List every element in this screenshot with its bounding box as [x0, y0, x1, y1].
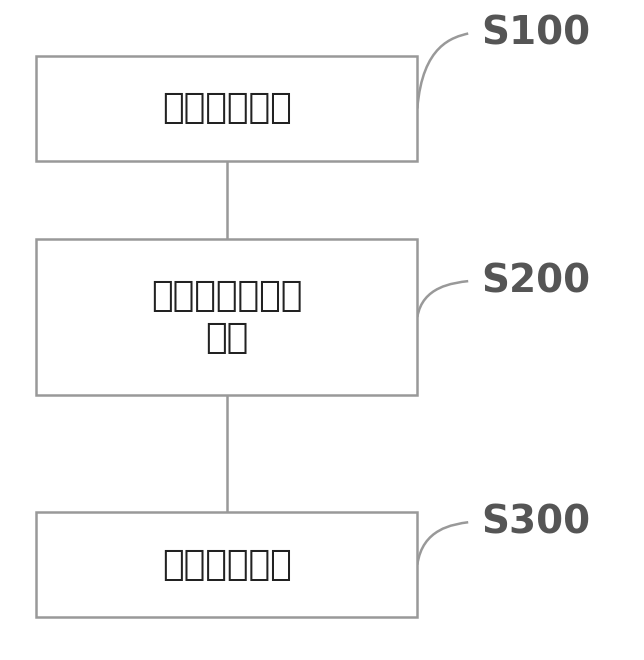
FancyBboxPatch shape	[36, 512, 417, 616]
Text: 原料混合和成型
系统: 原料混合和成型 系统	[151, 279, 302, 355]
Text: S200: S200	[481, 262, 590, 300]
Text: S300: S300	[481, 503, 590, 541]
Text: S100: S100	[481, 15, 590, 53]
FancyBboxPatch shape	[36, 56, 417, 160]
Text: 还原焙烧系统: 还原焙烧系统	[162, 548, 292, 581]
Text: 原料处理系统: 原料处理系统	[162, 92, 292, 125]
FancyBboxPatch shape	[36, 239, 417, 395]
